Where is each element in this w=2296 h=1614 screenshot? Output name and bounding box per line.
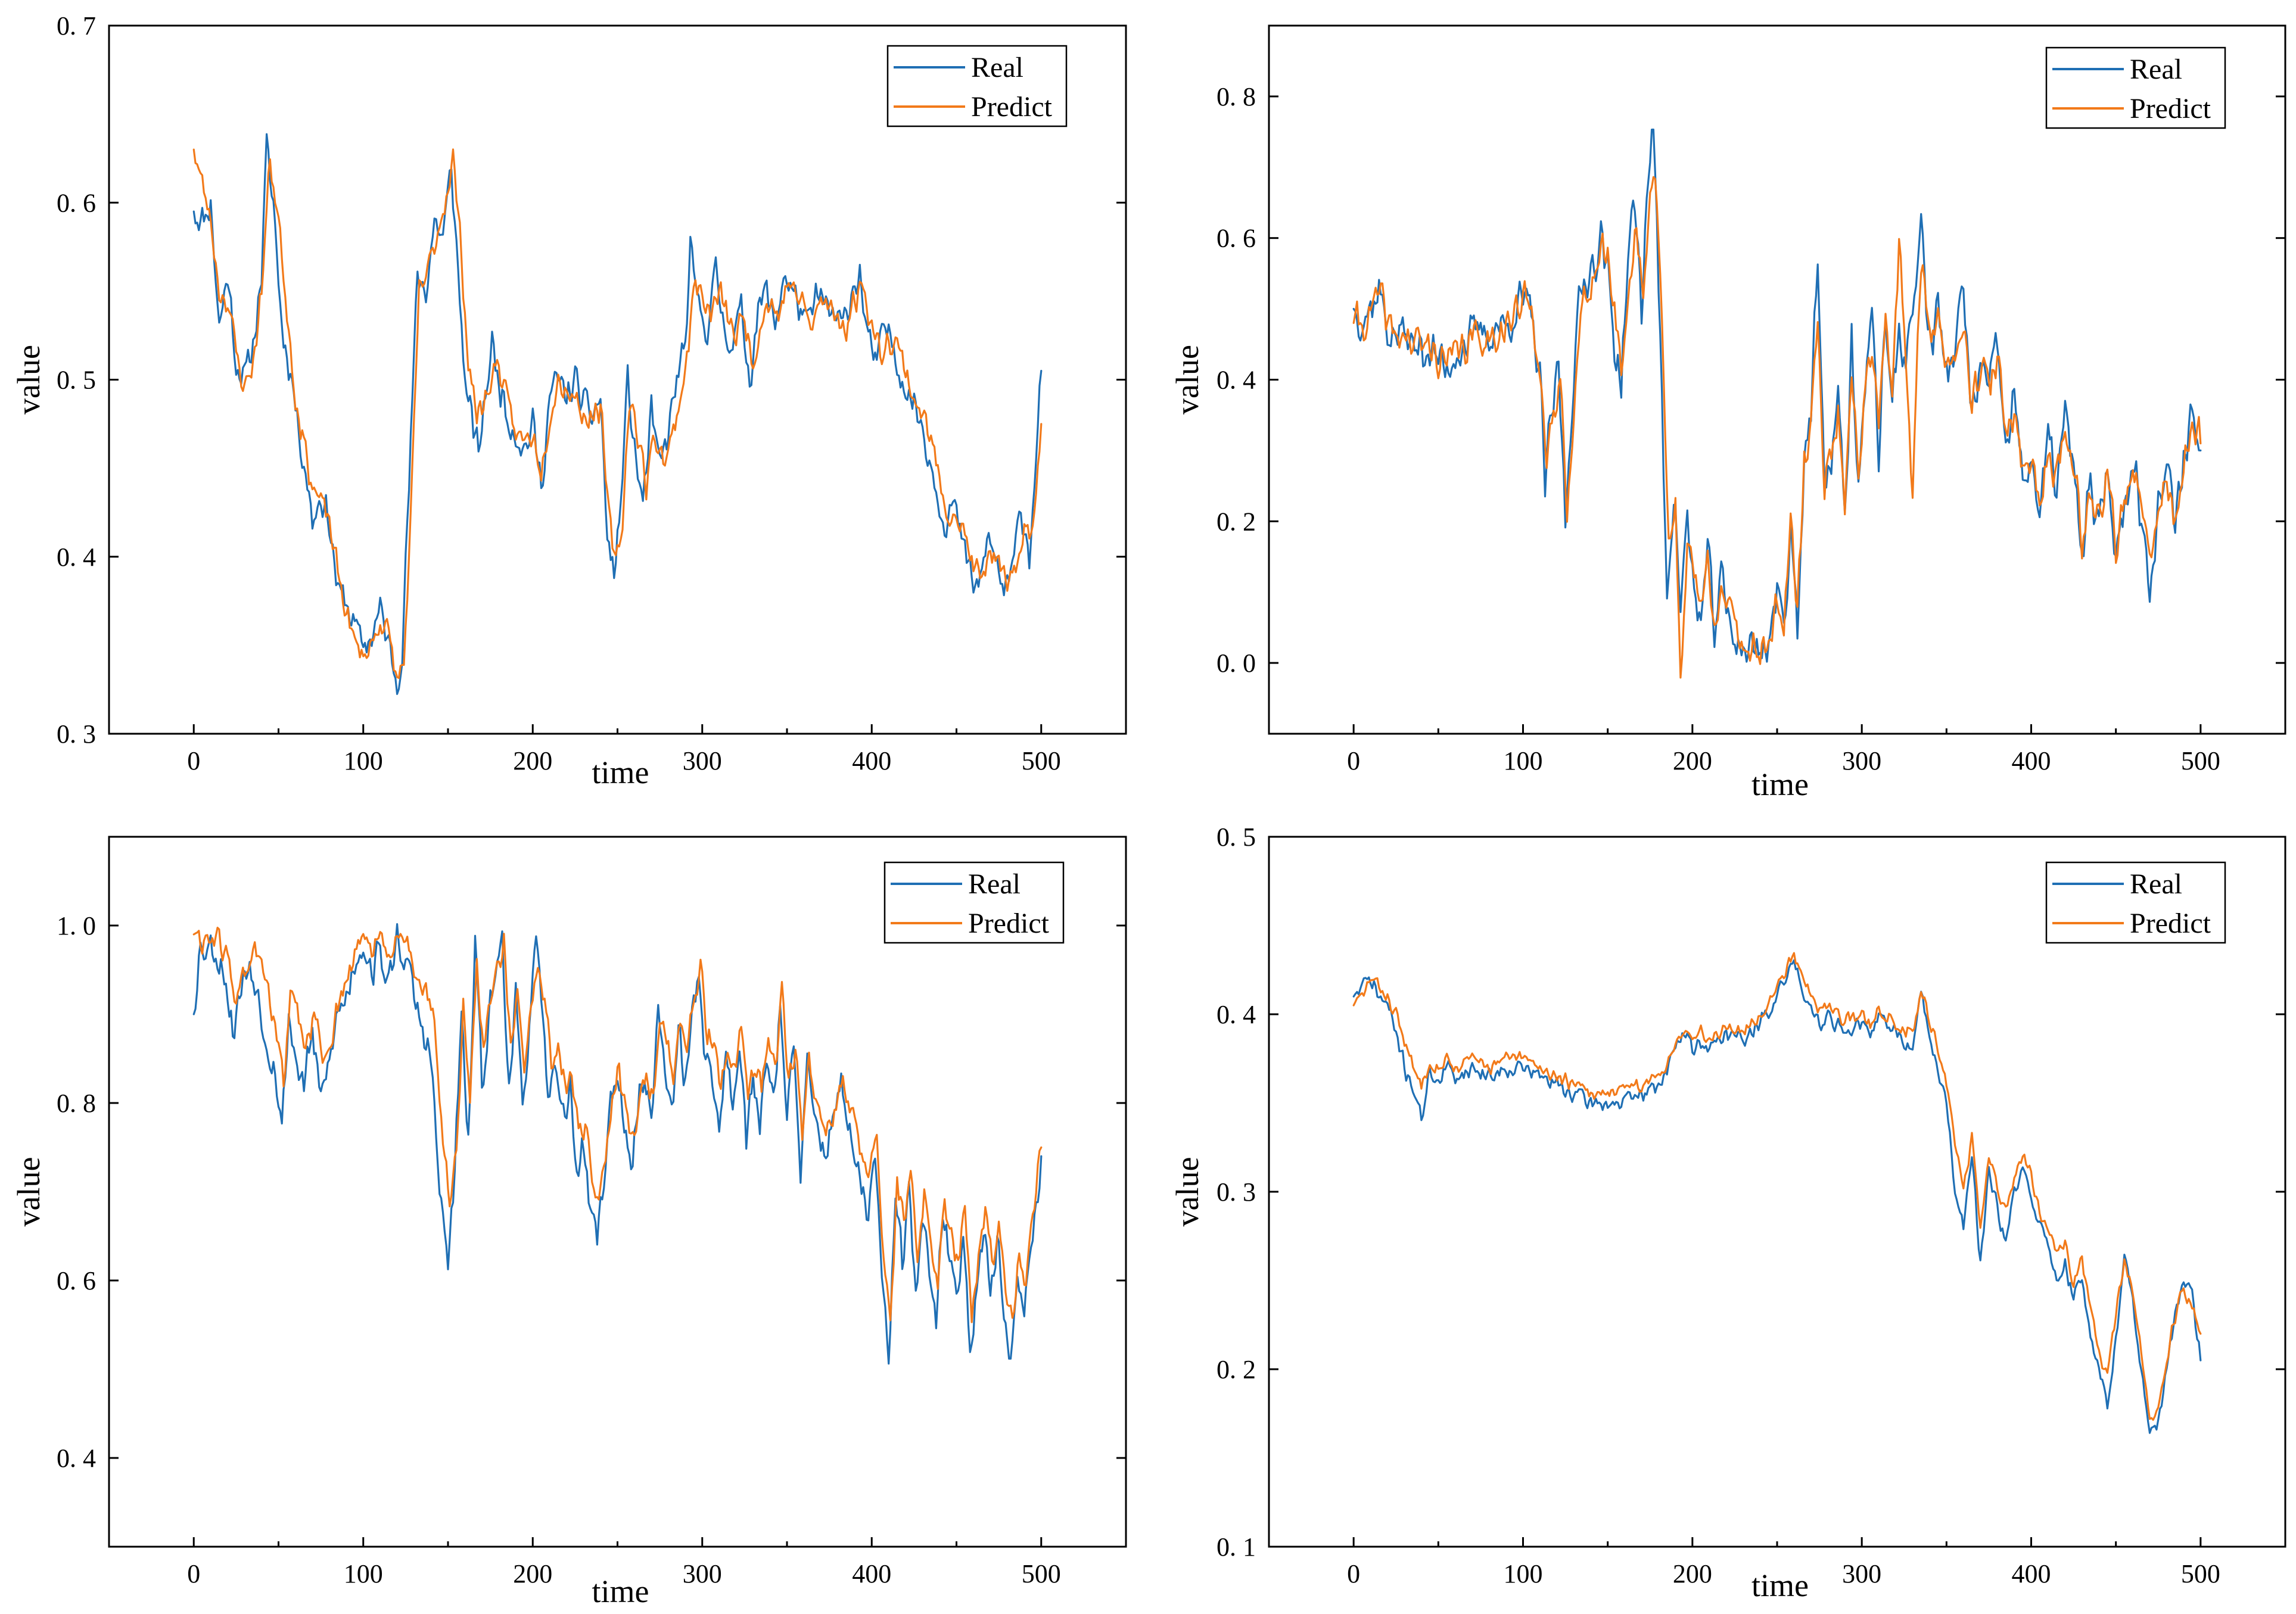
x-tick-label: 100	[344, 1559, 383, 1588]
x-axis-title: time	[592, 1574, 649, 1609]
x-tick-label: 400	[2012, 746, 2051, 775]
series-line-real	[1352, 959, 2202, 1434]
y-tick-label: 1. 0	[57, 911, 96, 940]
x-axis-title: time	[1751, 767, 1809, 802]
series-line-real	[192, 923, 1043, 1365]
legend: Real Predict	[883, 861, 1065, 944]
series-line-predict	[1352, 952, 2202, 1421]
y-tick-label: 0. 4	[57, 543, 96, 572]
y-tick-label: 0. 7	[57, 11, 96, 40]
x-tick-label: 100	[344, 746, 383, 775]
legend-label-predict: Predict	[968, 908, 1050, 939]
y-tick-label: 0. 3	[1217, 1177, 1256, 1207]
legend-box	[2045, 46, 2226, 129]
x-tick-label: 500	[2181, 1559, 2220, 1588]
legend: Real Predict	[2045, 46, 2226, 129]
legend-label-predict: Predict	[971, 91, 1053, 123]
x-tick-label: 400	[2012, 1559, 2051, 1588]
x-tick-label: 300	[1842, 1559, 1881, 1588]
x-tick-label: 0	[187, 746, 200, 775]
x-tick-label: 100	[1504, 1559, 1543, 1588]
y-axis-title: value	[11, 345, 46, 415]
x-tick-label: 200	[1673, 746, 1712, 775]
series-line-real	[1352, 128, 2202, 663]
series-line-predict	[1352, 176, 2202, 679]
y-tick-label: 0. 4	[1217, 366, 1256, 395]
x-axis-title: time	[1751, 1568, 1809, 1603]
x-tick-label: 500	[1022, 746, 1061, 775]
legend-label-predict: Predict	[2130, 93, 2211, 124]
x-tick-label: 0	[1347, 1559, 1360, 1588]
x-tick-label: 200	[1673, 1559, 1712, 1588]
y-tick-label: 0. 2	[1217, 1355, 1256, 1384]
y-tick-label: 0. 6	[57, 1266, 96, 1295]
y-tick-label: 0. 4	[1217, 1000, 1256, 1029]
y-tick-label: 0. 2	[1217, 507, 1256, 536]
panel-bottom-right: 0 100 200 300 400 500 0. 1 0. 2 0. 3 0. 4 0. 5 time…	[1169, 822, 2286, 1603]
y-axis-title: value	[1169, 1157, 1205, 1227]
series-line-predict	[192, 148, 1043, 680]
x-tick-label: 500	[2181, 746, 2220, 775]
legend-label-predict: Predict	[2130, 908, 2211, 939]
y-tick-label: 0. 3	[57, 719, 96, 749]
axes-frame	[1268, 24, 2286, 735]
x-tick-label: 100	[1504, 746, 1543, 775]
x-tick-label: 300	[683, 746, 722, 775]
panel-bottom-left: 0 100 200 300 400 500 0. 4 0. 6 0. 8 1. 0 time valu…	[11, 836, 1127, 1609]
axes-frame	[108, 24, 1127, 735]
legend-box	[883, 861, 1065, 944]
y-tick-label: 0. 0	[1217, 649, 1256, 678]
x-tick-label: 0	[1347, 746, 1360, 775]
y-tick-label: 0. 1	[1217, 1532, 1256, 1562]
legend-box	[2045, 861, 2226, 944]
legend-label-real: Real	[2130, 54, 2182, 85]
x-axis-title: time	[592, 755, 649, 790]
y-tick-label: 0. 6	[57, 188, 96, 217]
x-tick-label: 300	[683, 1559, 722, 1588]
legend-label-real: Real	[971, 52, 1023, 83]
x-tick-label: 400	[852, 1559, 891, 1588]
y-tick-label: 0. 5	[1217, 822, 1256, 852]
x-tick-label: 200	[513, 1559, 552, 1588]
legend-label-real: Real	[2130, 868, 2182, 900]
series-line-real	[192, 133, 1043, 695]
panel-top-right: 0 100 200 300 400 500 0. 0 0. 2 0. 4 0. 6 0. 8 time…	[1169, 24, 2286, 802]
x-tick-label: 200	[513, 746, 552, 775]
y-tick-label: 0. 6	[1217, 224, 1256, 253]
y-tick-label: 0. 8	[57, 1089, 96, 1118]
x-tick-label: 500	[1022, 1559, 1061, 1588]
y-axis-title: value	[11, 1157, 46, 1227]
panel-top-left: 0 100 200 300 400 500 0. 3 0. 4 0. 5 0. 6 0. 7 time…	[11, 11, 1127, 790]
y-axis-title: value	[1169, 345, 1205, 415]
legend: Real Predict	[2045, 861, 2226, 944]
x-tick-label: 300	[1842, 746, 1881, 775]
x-tick-label: 400	[852, 746, 891, 775]
legend-box	[886, 45, 1068, 127]
x-tick-label: 0	[187, 1559, 200, 1588]
legend-label-real: Real	[968, 868, 1021, 900]
legend: Real Predict	[886, 45, 1068, 127]
series-line-predict	[192, 927, 1043, 1323]
y-tick-label: 0. 5	[57, 366, 96, 395]
y-tick-label: 0. 4	[57, 1444, 96, 1473]
y-tick-label: 0. 8	[1217, 82, 1256, 111]
